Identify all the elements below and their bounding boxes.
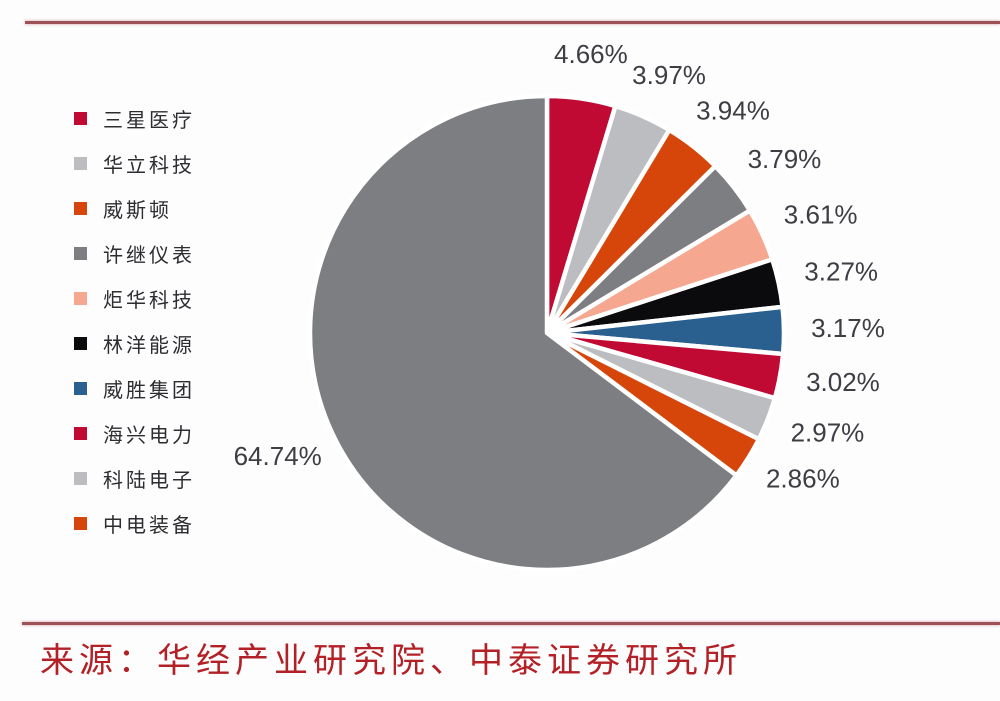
legend-swatch-icon [74, 517, 87, 530]
bottom-divider-rule [22, 622, 1000, 625]
pie-slice-others [307, 93, 739, 573]
legend-item: 科陆电子 [74, 456, 254, 501]
pie-percent-label: 3.02% [806, 367, 880, 397]
legend-label: 林洋能源 [103, 335, 195, 357]
pie-percent-label: 4.66% [554, 39, 628, 69]
legend-item: 许继仪表 [74, 231, 254, 276]
legend-swatch-icon [74, 292, 87, 305]
legend-item: 海兴电力 [74, 411, 254, 456]
legend-label: 威胜集团 [103, 380, 195, 402]
legend-swatch-icon [74, 427, 87, 440]
legend-item: 威斯顿 [74, 186, 254, 231]
pie-percent-label: 3.27% [804, 257, 878, 287]
legend-label: 海兴电力 [103, 425, 195, 447]
legend-label: 威斯顿 [103, 200, 172, 222]
legend-label: 华立科技 [103, 155, 195, 177]
legend-item: 林洋能源 [74, 321, 254, 366]
legend-label: 科陆电子 [103, 470, 195, 492]
legend-swatch-icon [74, 382, 87, 395]
pie-percent-label: 2.86% [766, 463, 840, 493]
pie-percent-label: 3.97% [632, 60, 706, 90]
pie-percent-label: 3.94% [696, 96, 770, 126]
legend: 三星医疗华立科技威斯顿许继仪表炬华科技林洋能源威胜集团海兴电力科陆电子中电装备 [74, 96, 254, 546]
legend-label: 中电装备 [103, 515, 195, 537]
legend-swatch-icon [74, 202, 87, 215]
legend-swatch-icon [74, 157, 87, 170]
legend-swatch-icon [74, 247, 87, 260]
legend-label: 炬华科技 [103, 290, 195, 312]
pie-percent-label: 3.17% [811, 313, 885, 343]
pie-percent-label: 3.79% [748, 144, 822, 174]
top-divider-rule [25, 21, 1000, 24]
legend-label: 许继仪表 [103, 245, 195, 267]
legend-item: 炬华科技 [74, 276, 254, 321]
legend-item: 华立科技 [74, 141, 254, 186]
legend-swatch-icon [74, 112, 87, 125]
legend-item: 三星医疗 [74, 96, 254, 141]
pie-percent-label: 2.97% [791, 418, 865, 448]
legend-item: 中电装备 [74, 501, 254, 546]
legend-item: 威胜集团 [74, 366, 254, 411]
pie-percent-label: 64.74% [234, 441, 322, 471]
legend-swatch-icon [74, 337, 87, 350]
source-attribution: 来源：华经产业研究院、中泰证券研究所 [40, 643, 742, 680]
pie-percent-label: 3.61% [784, 199, 858, 229]
legend-swatch-icon [74, 472, 87, 485]
legend-label: 三星医疗 [103, 110, 195, 132]
